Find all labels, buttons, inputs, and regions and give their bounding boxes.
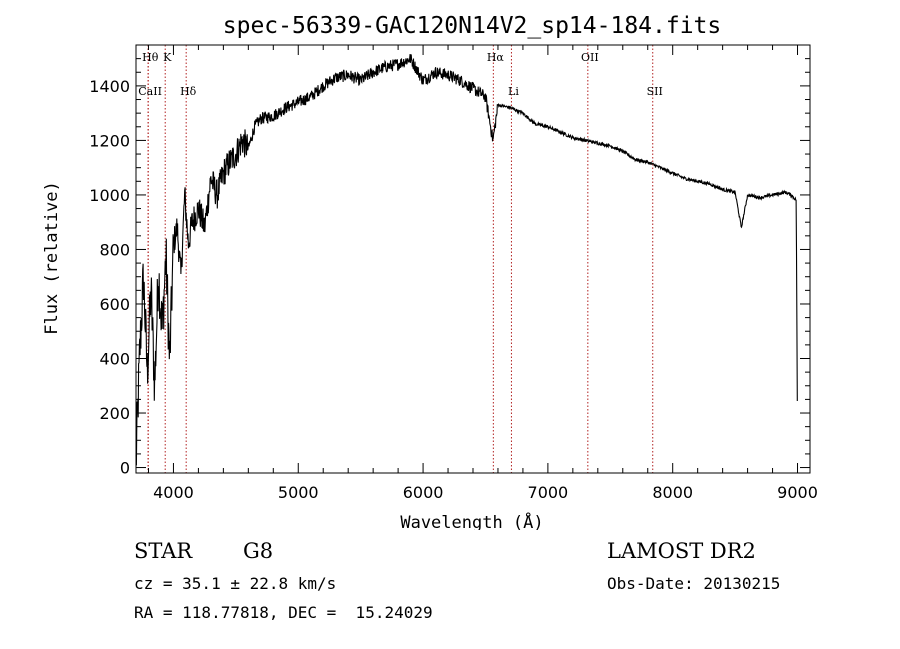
redshift-value: cz = 35.1 ± 22.8 km/s [134, 574, 337, 593]
spectral-line-label: CaII [138, 85, 162, 98]
y-tick-label: 1400 [89, 77, 130, 96]
observation-date: Obs-Date: 20130215 [607, 574, 781, 593]
y-tick-label: 200 [99, 404, 130, 423]
x-tick-label: 9000 [777, 483, 818, 502]
spectral-line-label: Li [508, 85, 519, 98]
y-axis-label: Flux (relative) [42, 181, 62, 335]
y-tick-label: 400 [99, 350, 130, 369]
coordinates: RA = 118.77818, DEC = 15.24029 [134, 603, 433, 622]
y-tick-label: 1000 [89, 186, 130, 205]
x-tick-label: 4000 [153, 483, 194, 502]
spectral-line-label: Hα [487, 51, 505, 64]
chart-title: spec-56339-GAC120N14V2_sp14-184.fits [223, 13, 722, 39]
spectral-line-markers [147, 45, 654, 473]
flux-series-line [135, 54, 798, 466]
plot-frame [135, 44, 811, 474]
y-tick-label: 800 [99, 240, 130, 259]
spectral-line-label: K [163, 51, 172, 64]
spectral-line-label: Hδ [180, 85, 197, 98]
y-tick-label: 1200 [89, 131, 130, 150]
x-tick-label: 5000 [278, 483, 319, 502]
axis-ticks [136, 45, 810, 473]
x-tick-label: 7000 [528, 483, 569, 502]
y-tick-labels: 0 200 400 600 800 1000 1200 1400 [89, 77, 130, 478]
x-tick-label: 8000 [652, 483, 693, 502]
spectral-line-labels: Hθ CaII K Hδ Hα Li OII SII [138, 51, 663, 98]
survey-name: LAMOST DR2 [607, 539, 756, 563]
y-tick-label: 0 [120, 459, 130, 478]
x-axis-label: Wavelength (Å) [400, 511, 543, 530]
object-class: STAR [134, 539, 193, 563]
spectral-line-label: SII [647, 85, 663, 98]
x-tick-label: 6000 [403, 483, 444, 502]
y-tick-label: 600 [99, 295, 130, 314]
x-tick-labels: 4000 5000 6000 7000 8000 9000 [153, 483, 818, 502]
spectral-line-label: OII [581, 51, 599, 64]
object-subclass: G8 [243, 539, 274, 563]
spectral-line-label: Hθ [142, 51, 159, 64]
